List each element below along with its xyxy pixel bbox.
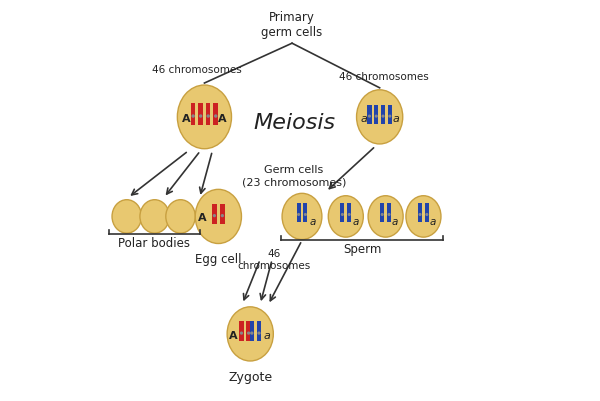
Ellipse shape [112,200,142,233]
Polygon shape [206,103,211,116]
Polygon shape [257,321,261,333]
Circle shape [304,213,307,216]
Polygon shape [191,116,196,125]
Polygon shape [388,105,392,116]
Polygon shape [250,333,254,342]
Polygon shape [247,333,251,342]
Text: A: A [182,114,191,124]
Circle shape [247,332,250,335]
Polygon shape [206,116,211,125]
Polygon shape [374,116,379,124]
Text: a: a [392,217,398,227]
Polygon shape [340,215,344,223]
Text: 46 chromosomes: 46 chromosomes [152,65,241,75]
Text: a: a [310,217,316,227]
Polygon shape [199,116,203,125]
Circle shape [221,214,224,217]
Text: A: A [218,114,227,124]
Circle shape [374,115,378,117]
Ellipse shape [227,307,274,361]
Ellipse shape [368,196,403,237]
Text: 46
chromosomes: 46 chromosomes [238,249,311,271]
Polygon shape [296,203,301,215]
Circle shape [382,115,385,117]
Circle shape [213,214,216,217]
Polygon shape [220,204,224,216]
Ellipse shape [166,200,195,233]
Circle shape [368,115,371,117]
Polygon shape [381,116,385,124]
Text: a: a [352,217,359,227]
Polygon shape [191,103,196,116]
Polygon shape [418,203,422,215]
Polygon shape [388,116,392,124]
Polygon shape [367,105,371,116]
Polygon shape [381,105,385,116]
Text: A: A [229,331,238,341]
Polygon shape [425,203,429,215]
Polygon shape [199,103,203,116]
Circle shape [250,332,253,335]
Polygon shape [212,216,217,224]
Polygon shape [220,216,224,224]
Ellipse shape [178,85,232,149]
Circle shape [199,114,202,118]
Polygon shape [239,333,244,342]
Text: Polar bodies: Polar bodies [118,237,190,250]
Polygon shape [340,203,344,215]
Polygon shape [387,215,391,223]
Polygon shape [247,321,251,333]
Text: Germ cells
(23 chromosomes): Germ cells (23 chromosomes) [242,166,346,187]
Polygon shape [296,215,301,223]
Text: a: a [392,114,399,124]
Polygon shape [239,321,244,333]
Text: 46 chromosomes: 46 chromosomes [339,72,428,82]
Text: A: A [198,213,207,223]
Circle shape [214,114,217,118]
Text: a: a [430,217,436,227]
Polygon shape [374,105,379,116]
Circle shape [206,114,210,118]
Polygon shape [347,203,351,215]
Circle shape [240,332,243,335]
Polygon shape [380,215,384,223]
Polygon shape [418,215,422,223]
Text: a: a [263,331,271,341]
Circle shape [380,213,384,216]
Circle shape [191,114,195,118]
Text: a: a [360,114,367,124]
Circle shape [297,213,300,216]
Polygon shape [214,116,218,125]
Polygon shape [212,204,217,216]
Text: Sperm: Sperm [343,243,382,256]
Ellipse shape [282,193,322,239]
Polygon shape [257,333,261,342]
Circle shape [341,213,344,216]
Text: Meiosis: Meiosis [253,113,335,133]
Circle shape [418,213,422,216]
Circle shape [257,332,260,335]
Polygon shape [387,203,391,215]
Circle shape [425,213,428,216]
Ellipse shape [328,196,364,237]
Ellipse shape [195,189,241,243]
Text: Primary
germ cells: Primary germ cells [262,11,323,39]
Text: Zygote: Zygote [228,371,272,384]
Polygon shape [367,116,371,124]
Polygon shape [304,203,307,215]
Polygon shape [380,203,384,215]
Circle shape [388,115,391,117]
Polygon shape [425,215,429,223]
Polygon shape [304,215,307,223]
Ellipse shape [140,200,169,233]
Text: Egg cell: Egg cell [195,253,242,266]
Polygon shape [214,103,218,116]
Polygon shape [347,215,351,223]
Ellipse shape [356,90,403,144]
Ellipse shape [406,196,441,237]
Circle shape [388,213,391,216]
Polygon shape [250,321,254,333]
Circle shape [347,213,351,216]
